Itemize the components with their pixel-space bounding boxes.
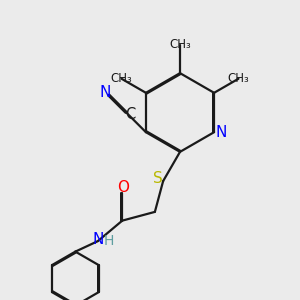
Text: N: N xyxy=(99,85,111,100)
Text: H: H xyxy=(103,234,113,248)
Text: C: C xyxy=(125,107,136,122)
Text: CH₃: CH₃ xyxy=(228,72,249,85)
Text: N: N xyxy=(215,125,226,140)
Text: CH₃: CH₃ xyxy=(169,38,191,52)
Text: S: S xyxy=(153,171,162,186)
Text: N: N xyxy=(92,232,104,247)
Text: CH₃: CH₃ xyxy=(111,72,132,85)
Text: O: O xyxy=(117,180,129,195)
